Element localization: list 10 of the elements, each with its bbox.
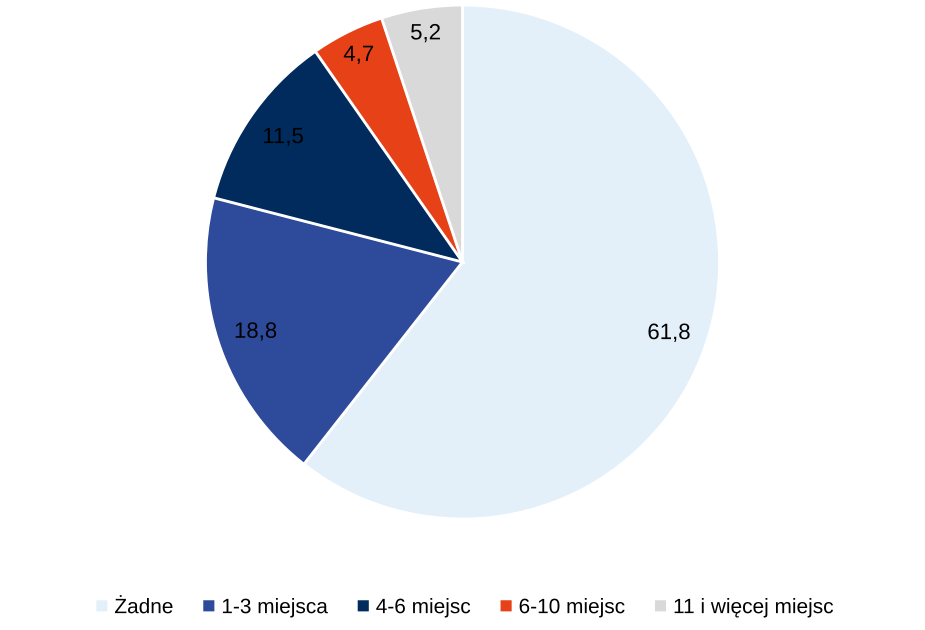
data-label: 5,2 xyxy=(411,24,440,42)
legend-label: 4-6 miejsc xyxy=(376,598,470,618)
legend-label: 6-10 miejsc xyxy=(520,598,625,618)
data-label: 11,5 xyxy=(264,128,303,146)
data-label: 18,8 xyxy=(236,322,276,341)
legend-label: 1-3 miejsca xyxy=(222,598,328,618)
data-label: 61,8 xyxy=(648,324,690,342)
legend-label: Żadne xyxy=(115,595,172,614)
data-label: 4,7 xyxy=(344,46,374,64)
legend-label: 11 i więcej miejsc xyxy=(674,598,834,618)
